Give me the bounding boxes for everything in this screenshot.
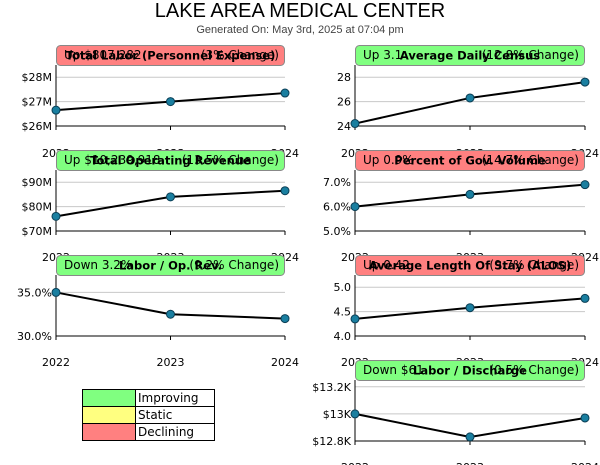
chart-1-y-tick-label: $28M [22,71,53,84]
chart-5-summary: Down 3.2% [64,258,132,272]
chart-3-summary: Up $10,239,918 [64,153,161,167]
chart-2-y-tick-label: 24 [337,120,351,133]
chart-6-summary: Up 0.42 [363,258,410,272]
chart-7-summary: Down $61 [363,363,424,377]
chart-7-x-tick-label: 2024 [571,461,599,465]
chart-6-y-tick-label: 4.0 [334,330,352,343]
chart-3-change: (13.5% Change) [182,153,279,167]
chart-7-title-banner [355,360,585,381]
legend: Improving Static Declining [82,389,215,441]
chart-5-x-tick-label: 2024 [271,356,299,369]
chart-4-y-tick-label: 7.0% [323,176,351,189]
chart-2-point [465,93,475,103]
chart-5-title-banner [56,255,285,276]
chart-4-point [350,202,360,212]
chart-7-y-tick-label: $13K [323,408,352,421]
chart-5-point [166,309,175,319]
legend-label-declining: Declining [135,423,215,441]
legend-label-static: Static [135,406,215,424]
chart-5-point [280,314,290,324]
chart-2-y-tick-label: 28 [337,71,351,84]
chart-7-change: (0.5% Change) [489,363,579,377]
legend-row-improving: Improving [82,389,215,407]
chart-2-summary: Up 3.1 [363,48,402,62]
chart-3-point [51,211,61,221]
chart-1-point [51,105,61,115]
chart-5-y-tick-label: 35.0% [17,286,52,299]
chart-2-title: Average Daily Census [400,49,540,63]
legend-row-declining: Declining [82,423,215,441]
chart-1-title: Total Labor (Personnel Expense) [66,49,276,63]
chart-7-y-tick-label: $12.8K [312,435,351,448]
chart-3-title: Total Operating Revenue [90,154,251,168]
chart-6-change: (9.7% Change) [489,258,579,272]
page-title: LAKE AREA MEDICAL CENTER [154,0,446,22]
chart-6-point [580,293,590,303]
chart-3-y-tick-label: $90M [22,176,53,189]
chart-1-y-tick-label: $26M [22,120,53,133]
chart-4-point [465,189,475,199]
chart-4-title: Percent of Gov. Volume [394,154,546,168]
chart-1-y-tick-label: $27M [22,96,53,109]
chart-1-point [166,97,175,107]
chart-3-point [166,192,175,202]
chart-6-title: Average Length Of Stay (ALOS) [369,259,571,273]
chart-2-point [580,77,590,87]
chart-4-point [580,180,590,190]
chart-7-point [465,432,475,442]
chart-4-change: (14.7% Change) [482,153,579,167]
chart-6-point [350,314,360,324]
chart-3-point [280,186,290,196]
chart-7-point [580,413,590,423]
chart-4-y-tick-label: 5.0% [323,225,351,238]
chart-6-y-tick-label: 4.5 [334,306,352,319]
chart-2-change: (12.8% Change) [482,48,579,62]
chart-5-x-tick-label: 2022 [42,356,70,369]
chart-5-x-tick-label: 2023 [157,356,185,369]
chart-7-x-tick-label: 2023 [456,461,484,465]
legend-swatch-declining [82,423,136,441]
chart-6-title-banner [355,255,585,276]
chart-1-point [280,88,290,98]
chart-6-point [465,303,475,313]
chart-4-title-banner [355,150,585,171]
chart-7-title: Labor / Discharge [413,364,527,378]
chart-5-y-tick-label: 30.0% [17,330,52,343]
chart-7-x-tick-label: 2022 [341,461,369,465]
chart-3-title-banner [56,150,285,171]
legend-swatch-static [82,406,136,424]
chart-5-title: Labor / Op. Rev. [119,259,222,273]
legend-swatch-improving [82,389,136,407]
chart-2-point [350,119,360,129]
chart-1-change: (3% Change) [201,48,279,62]
legend-row-static: Static [82,406,215,424]
chart-7-y-tick-label: $13.2K [312,381,351,394]
chart-5-point [51,287,61,297]
chart-1-summary: Up $807,282 [64,48,141,62]
chart-1-title-banner [56,45,285,66]
chart-4-y-tick-label: 6.0% [323,201,351,214]
chart-2-title-banner [355,45,585,66]
chart-2-series-line [354,81,586,125]
generated-timestamp: Generated On: May 3rd, 2025 at 07:04 pm [196,24,404,36]
chart-4-summary: Up 0.9% [363,153,414,167]
chart-5-change: (9.2% Change) [189,258,279,272]
chart-3-y-tick-label: $80M [22,201,53,214]
chart-3-y-tick-label: $70M [22,225,53,238]
legend-label-improving: Improving [135,389,215,407]
chart-7-point [350,409,360,419]
chart-6-y-tick-label: 5.0 [334,281,352,294]
chart-2-y-tick-label: 26 [337,96,351,109]
